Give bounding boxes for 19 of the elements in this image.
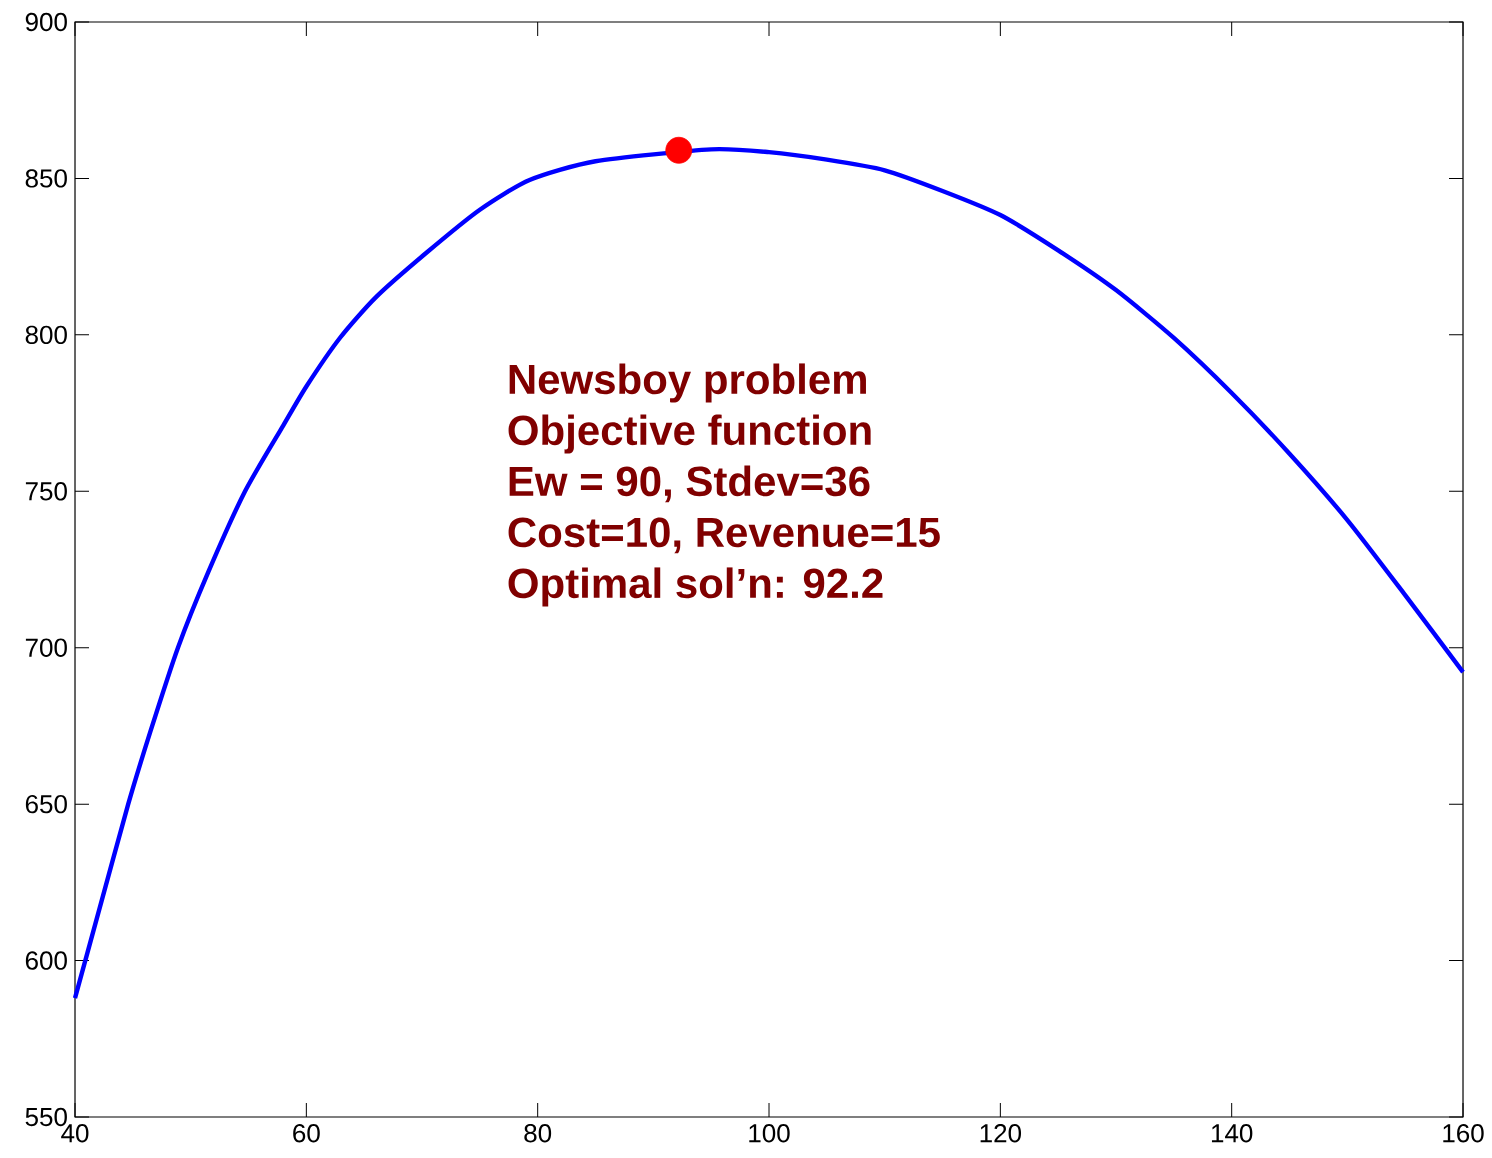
y-tick-label: 800 [25, 325, 67, 345]
y-tick-label: 600 [25, 951, 67, 970]
line-series [72, 147, 1466, 1001]
annotation: Objective function [508, 414, 871, 454]
x-tick-label: 80 [524, 1124, 552, 1143]
x-tick-label: 140 [1211, 1124, 1253, 1143]
annotation: Cost=10, Revenue=15 [508, 517, 940, 554]
x-tick-label: 100 [749, 1124, 790, 1143]
x-tick-label: 160 [1443, 1124, 1484, 1143]
annotation: Optimal sol’n: 92.2 [508, 567, 883, 607]
y-tick-label: 650 [25, 794, 67, 814]
annotation: Newsboy problem [509, 363, 866, 403]
y-tick-label: 700 [25, 638, 67, 657]
annotation: Ew = 90, Stdev=36 [509, 465, 870, 503]
x-tick-label: 60 [293, 1124, 320, 1143]
y-tick-label: 900 [25, 12, 67, 32]
y-tick-label: 850 [25, 169, 67, 188]
x-tick-label: 120 [980, 1124, 1022, 1143]
y-tick-label: 750 [25, 482, 67, 501]
